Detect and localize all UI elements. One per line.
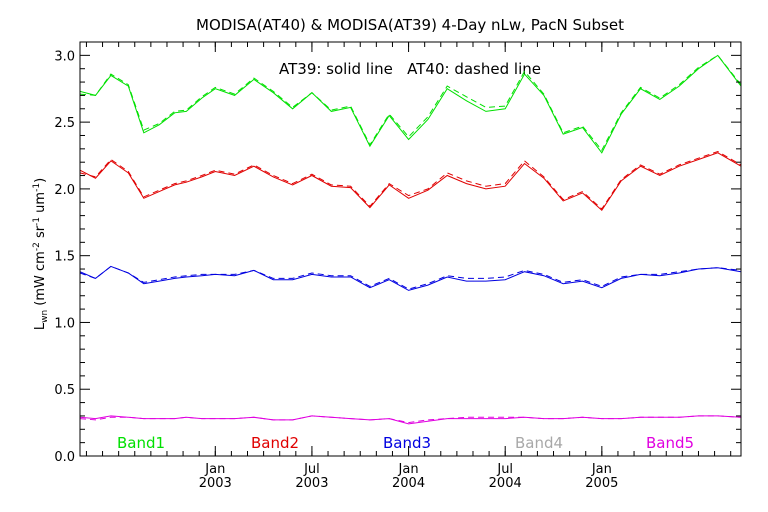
y-axis-label-units-b: sr <box>33 225 48 242</box>
band3-solid-line <box>80 265 741 291</box>
y-axis-label-units-d: ) <box>33 178 48 183</box>
band1-solid-line <box>80 54 741 154</box>
y-axis-label-subscript: wn <box>40 310 50 323</box>
axis-layer: 0.00.51.01.52.02.53.0Jan2003Jul2003Jan20… <box>54 41 742 491</box>
band2-dashed-line <box>80 150 741 210</box>
x-tick-label-year: 2003 <box>199 476 232 491</box>
y-axis-label-sup-1: -2 <box>32 242 42 251</box>
y-axis-label: Lwn (mW cm-2 sr-1 um-1) <box>32 178 50 330</box>
x-tick-label-month: Jul <box>496 462 513 477</box>
line-style-annotation: AT39: solid line AT40: dashed line <box>279 60 541 78</box>
x-tick-label-month: Jan <box>398 462 419 477</box>
x-tick-label-year: 2004 <box>489 476 522 491</box>
x-tick-label-month: Jul <box>303 462 320 477</box>
y-tick-label: 1.0 <box>54 316 75 331</box>
x-tick-label-year: 2004 <box>392 476 425 491</box>
legend-band3: Band3 <box>383 434 431 452</box>
y-tick-label: 2.5 <box>54 116 75 131</box>
legend-band4: Band4 <box>515 434 563 452</box>
y-tick-label: 2.0 <box>54 183 75 198</box>
legend-band2: Band2 <box>251 434 299 452</box>
band2-solid-line <box>80 152 741 212</box>
plot-frame <box>79 41 742 457</box>
legend-band5: Band5 <box>646 434 694 452</box>
y-tick-label: 1.5 <box>54 250 75 265</box>
legend-band1: Band1 <box>117 434 165 452</box>
y-axis-label-sup-3: -1 <box>32 183 42 192</box>
band5-dashed-line <box>80 415 741 424</box>
x-tick-label-year: 2003 <box>295 476 328 491</box>
y-axis-label-sup-2: -1 <box>32 217 42 226</box>
series-lines <box>80 54 741 425</box>
band1-dashed-line <box>80 54 741 152</box>
x-tick-label-month: Jan <box>204 462 225 477</box>
y-tick-label: 0.0 <box>54 450 75 465</box>
y-axis-label-main: L <box>33 322 48 330</box>
y-axis-label-units-a: (mW cm <box>33 251 48 310</box>
y-tick-label: 0.5 <box>54 383 75 398</box>
y-tick-label: 3.0 <box>54 49 75 64</box>
chart-title: MODISA(AT40) & MODISA(AT39) 4-Day nLw, P… <box>196 16 624 34</box>
plot-layer: Band1 Band2 Band3 Band4 Band5 <box>80 54 741 452</box>
y-axis-label-units-c: um <box>33 192 48 217</box>
x-tick-label-month: Jan <box>591 462 612 477</box>
band3-dashed-line <box>80 265 741 290</box>
x-tick-label-year: 2005 <box>585 476 618 491</box>
